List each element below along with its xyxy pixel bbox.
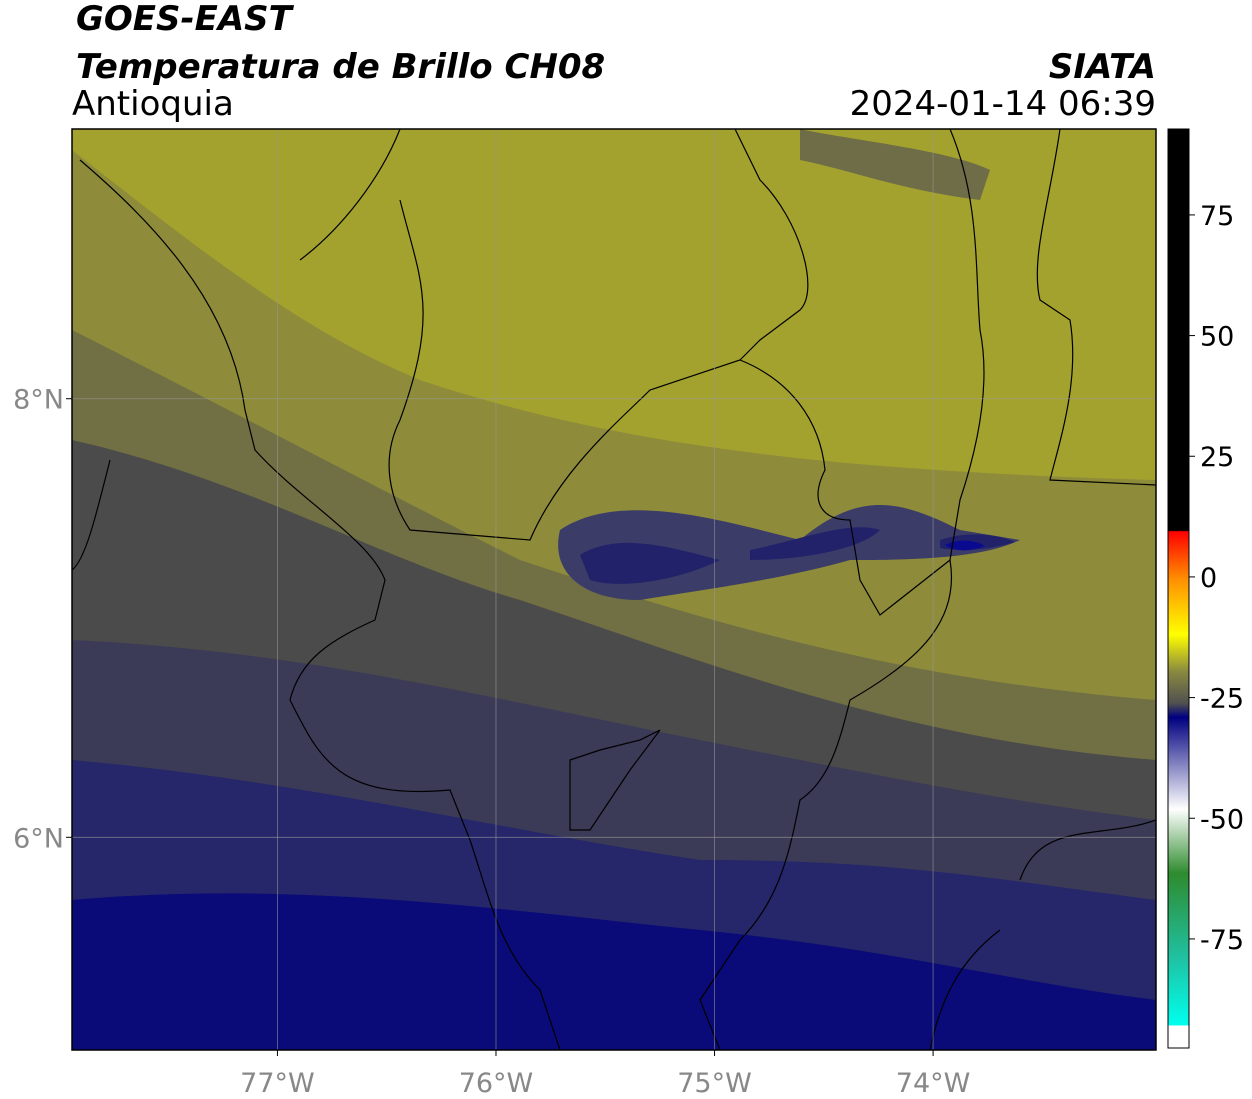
x-tick-label: 77°W bbox=[240, 1068, 315, 1099]
colorbar-tick-label: 50 bbox=[1200, 322, 1234, 353]
region: Antioquia bbox=[72, 84, 234, 124]
x-tick-label: 74°W bbox=[896, 1068, 971, 1099]
grid bbox=[72, 129, 1156, 1050]
source: SIATA bbox=[1049, 47, 1156, 87]
colorbar-tick-label: -50 bbox=[1200, 804, 1244, 835]
colorbar-tick-label: -75 bbox=[1200, 925, 1244, 956]
y-tick-label: 8°N bbox=[13, 385, 64, 416]
satellite: GOES-EAST bbox=[76, 0, 295, 39]
x-tick-label: 75°W bbox=[677, 1068, 752, 1099]
datetime: 2024-01-14 06:39 bbox=[850, 84, 1156, 124]
imagery bbox=[72, 129, 1156, 1050]
x-tick-label: 76°W bbox=[459, 1068, 534, 1099]
colorbar-tick-label: 75 bbox=[1200, 201, 1234, 232]
colorbar-tick-label: 25 bbox=[1200, 442, 1234, 473]
colorbar bbox=[1167, 128, 1190, 1049]
map-frame bbox=[71, 128, 1157, 1051]
colorbar-tick-label: -25 bbox=[1200, 684, 1244, 715]
product: Temperatura de Brillo CH08 bbox=[76, 47, 605, 87]
y-tick-label: 6°N bbox=[13, 823, 64, 854]
colorbar-tick-label: 0 bbox=[1200, 563, 1217, 594]
